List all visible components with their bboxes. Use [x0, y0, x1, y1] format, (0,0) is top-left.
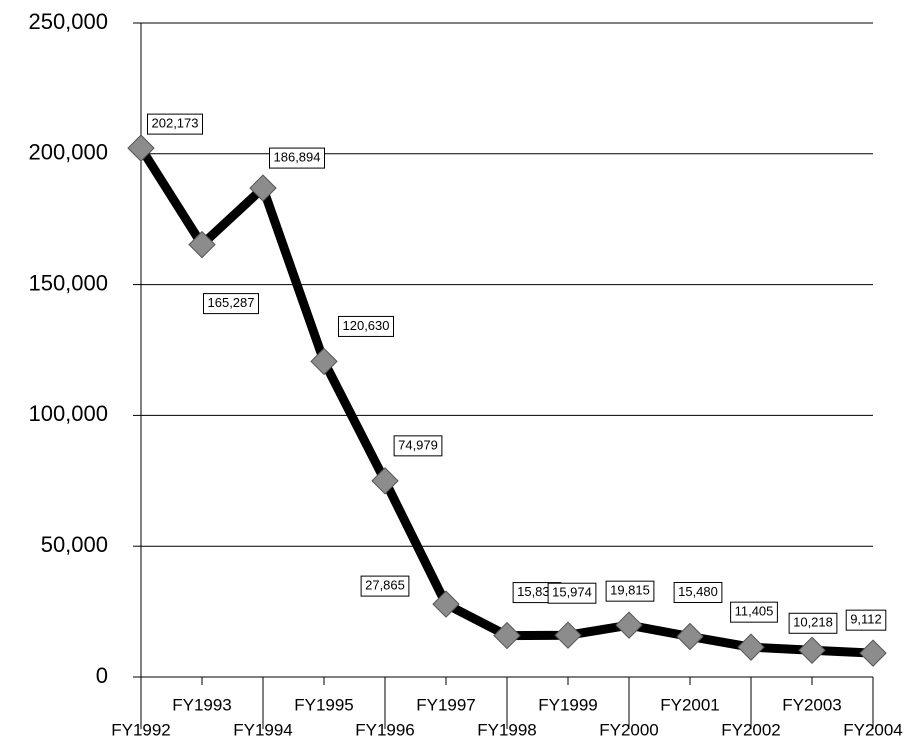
- data-label: 10,218: [793, 615, 833, 630]
- data-label: 186,894: [274, 150, 321, 165]
- x-tick-label: FY1994: [233, 720, 293, 739]
- data-label-box: [338, 315, 394, 337]
- y-tick-label: 150,000: [28, 270, 108, 295]
- marker: [432, 590, 460, 618]
- x-tick-label: FY1992: [111, 720, 171, 739]
- marker: [859, 639, 887, 667]
- y-tick-label: 50,000: [41, 532, 108, 557]
- data-label: 9,112: [850, 612, 882, 627]
- y-tick-label: 250,000: [28, 9, 108, 34]
- data-label: 120,630: [343, 318, 390, 333]
- data-label-box: [673, 582, 723, 604]
- x-tick-label: FY1999: [538, 695, 598, 714]
- data-label-box: [788, 612, 838, 634]
- marker: [127, 134, 155, 162]
- data-label: 74,979: [398, 437, 438, 452]
- data-label: 15,480: [678, 584, 718, 599]
- data-label-box: [360, 575, 410, 597]
- x-tick-label: FY2000: [599, 720, 659, 739]
- x-tick-label: FY2003: [782, 695, 842, 714]
- data-label: 11,405: [735, 604, 774, 619]
- x-tick-label: FY1993: [172, 695, 232, 714]
- marker: [188, 230, 216, 259]
- marker: [310, 347, 338, 376]
- data-label-box: [269, 147, 325, 169]
- data-label-box: [605, 580, 655, 602]
- y-tick-label: 0: [96, 663, 108, 688]
- x-tick-label: FY1998: [477, 720, 537, 739]
- x-tick-label: FY2004: [843, 720, 903, 739]
- x-tick-label: FY2002: [721, 720, 781, 739]
- marker: [493, 621, 521, 650]
- data-label: 15,832: [517, 584, 557, 599]
- data-label-box: [845, 609, 887, 631]
- marker: [798, 636, 826, 664]
- marker: [554, 621, 582, 649]
- y-tick-label: 200,000: [28, 140, 108, 165]
- data-label: 19,815: [610, 583, 650, 598]
- x-tick-label: FY1995: [294, 695, 354, 714]
- marker: [676, 622, 704, 651]
- y-tick-label: 100,000: [28, 401, 108, 426]
- marker: [615, 611, 643, 639]
- x-tick-label: FY1997: [416, 695, 476, 714]
- data-label: 15,974: [552, 585, 592, 600]
- data-label: 202,173: [152, 116, 199, 131]
- marker: [249, 174, 277, 202]
- data-label-box: [147, 113, 203, 135]
- data-label-box: [730, 601, 778, 623]
- line: [137, 145, 874, 658]
- x-tick-label: FY2001: [660, 695, 720, 714]
- data-label-box: [393, 435, 443, 457]
- data-label: 27,865: [365, 578, 405, 593]
- data-label-box: [547, 582, 597, 604]
- marker: [737, 633, 765, 661]
- x-tick-label: FY1996: [355, 720, 415, 739]
- data-label-box: [203, 293, 259, 315]
- data-label: 165,287: [208, 295, 255, 310]
- marker: [371, 467, 399, 495]
